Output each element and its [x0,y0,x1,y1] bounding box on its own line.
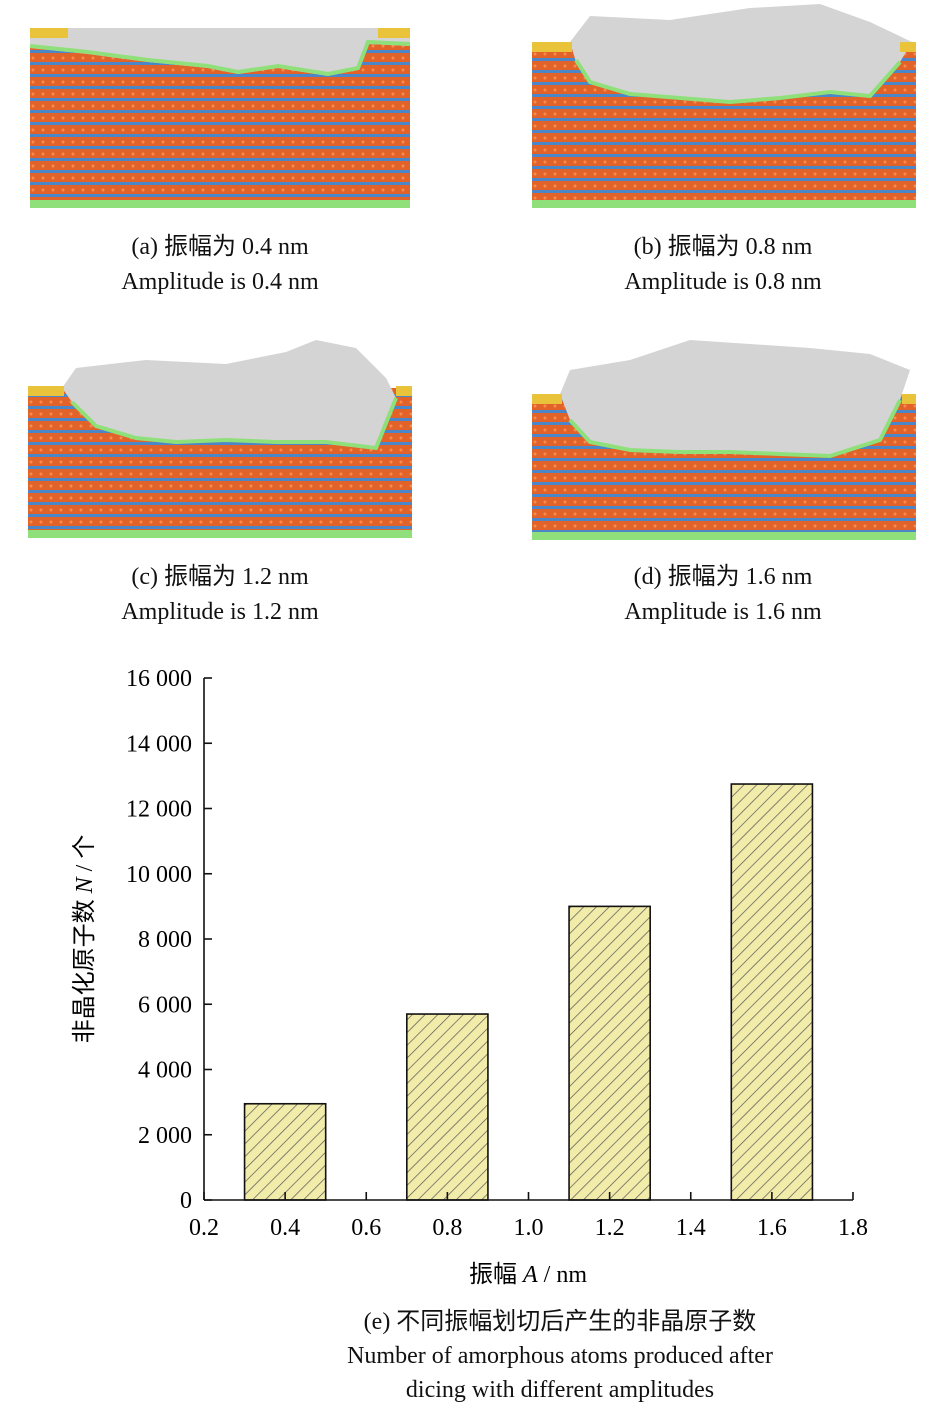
x-axis-label: 振幅 A / nm [469,1261,587,1288]
figure-caption-en-2: dicing with different amplitudes [405,1377,715,1403]
caption-c-cn: (c) 振幅为 1.2 nm [131,564,309,590]
y-axis-label-unit: / 个 [71,835,98,878]
caption-c-en: Amplitude is 1.2 nm [121,599,319,625]
y-axis-label: 非晶化原子数 N / 个 [71,835,98,1044]
md-snapshot-a [28,18,414,210]
x-tick-label: 1.8 [838,1215,868,1241]
x-tick-label: 1.6 [757,1215,787,1241]
caption-d: (d) 振幅为 1.6 nm Amplitude is 1.6 nm [513,560,933,630]
x-axis-label-unit: / nm [538,1262,588,1288]
panel-d-image [530,330,920,544]
caption-b-en: Amplitude is 0.8 nm [624,269,822,295]
x-axis-label-prefix: 振幅 [469,1261,523,1288]
amorphous-atoms-bar-chart: 0 2 000 4 000 6 000 8 000 10 000 12 000 14 000 1… [71,666,868,1288]
bar-0.8 [406,1013,489,1201]
caption-a-en: Amplitude is 0.4 nm [121,269,319,295]
figure-caption-en-1: Number of amorphous atoms produced after [347,1343,773,1369]
x-tick-label: 1.0 [514,1215,544,1241]
bar-0.4 [243,1102,327,1201]
x-tick-label: 0.4 [270,1215,300,1241]
md-snapshot-c [28,340,412,538]
panel-a-image [28,18,414,210]
caption-d-en: Amplitude is 1.6 nm [624,599,822,625]
figure-caption: (e) 不同振幅划切后产生的非晶原子数 Number of amorphous … [180,1305,940,1407]
y-tick-label: 0 [180,1188,192,1214]
y-tick-label: 12 000 [126,797,192,823]
y-tick-label: 10 000 [126,862,192,888]
x-tick-label: 0.2 [189,1215,219,1241]
y-tick-label: 8 000 [138,927,192,953]
x-tick-label: 0.8 [432,1215,462,1241]
caption-a: (a) 振幅为 0.4 nm Amplitude is 0.4 nm [10,230,430,300]
caption-b: (b) 振幅为 0.8 nm Amplitude is 0.8 nm [513,230,933,300]
caption-d-cn: (d) 振幅为 1.6 nm [633,564,813,590]
x-axis-label-var: A [521,1262,538,1288]
bar-1.2 [568,905,651,1201]
y-tick-label: 6 000 [138,992,192,1018]
panel-c-image [26,338,416,542]
figure-caption-cn: (e) 不同振幅划切后产生的非晶原子数 [363,1309,757,1335]
y-tick-label: 14 000 [126,731,192,757]
y-tick-label: 16 000 [126,666,192,692]
x-tick-label: 0.6 [351,1215,381,1241]
md-snapshot-b [532,4,916,208]
md-snapshot-d [532,340,916,540]
x-tick-label: 1.4 [676,1215,706,1241]
y-axis-label-var: N [72,875,98,894]
caption-a-cn: (a) 振幅为 0.4 nm [131,234,309,260]
bar-1.6 [730,783,814,1201]
panel-b-image [530,2,920,212]
caption-c: (c) 振幅为 1.2 nm Amplitude is 1.2 nm [10,560,430,630]
y-tick-label: 4 000 [138,1058,192,1084]
caption-b-cn: (b) 振幅为 0.8 nm [633,234,813,260]
x-tick-label: 1.2 [595,1215,625,1241]
y-tick-label: 2 000 [138,1123,192,1149]
y-axis-label-prefix: 非晶化原子数 [71,893,98,1043]
